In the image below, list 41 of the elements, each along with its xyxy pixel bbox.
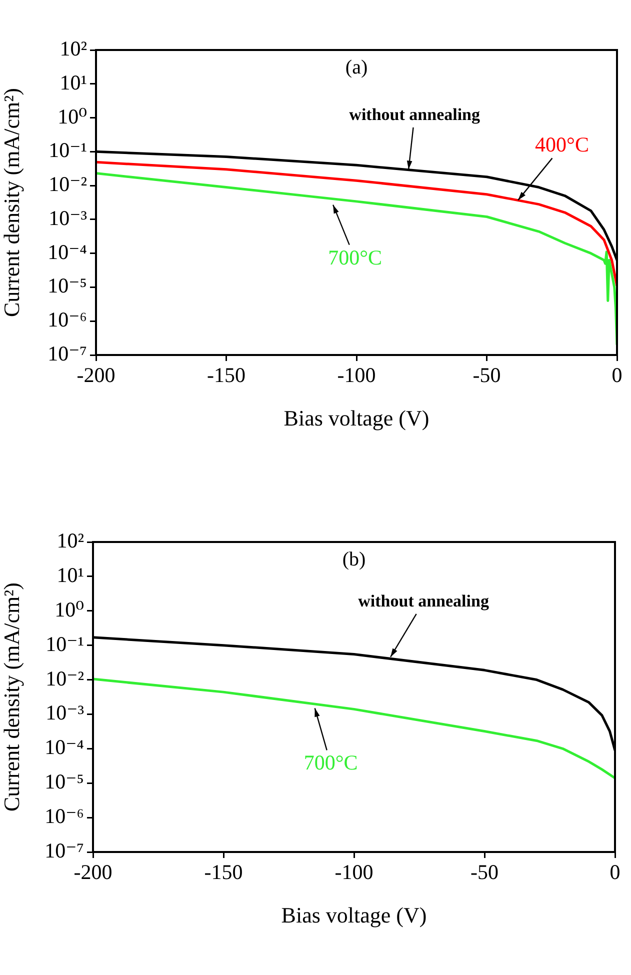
y-tick-label: 10⁻⁷ [48, 342, 87, 366]
y-tick-label: 10⁻² [46, 666, 84, 690]
y-tick-label: 10¹ [56, 562, 84, 587]
x-tick-label: -50 [472, 363, 501, 388]
y-tick-label: 10¹ [60, 70, 87, 94]
y-tick-label: 10⁻³ [46, 700, 84, 725]
y-tick-label: 10⁻¹ [46, 632, 84, 656]
x-axis-title: Bias voltage (V) [284, 406, 430, 431]
chart-title: (a) [345, 56, 368, 78]
x-tick-label: -200 [74, 860, 112, 884]
y-tick-label: 10⁻³ [48, 206, 87, 230]
chart-title: (b) [342, 548, 366, 570]
y-tick-label: 10⁻¹ [48, 138, 87, 162]
y-tick-label: 10² [56, 528, 84, 553]
y-tick-label: 10⁻⁶ [44, 804, 84, 828]
y-tick-label: 10⁻⁶ [48, 308, 87, 332]
x-tick-label: -150 [204, 860, 243, 884]
annotation: without annealing [349, 104, 481, 124]
y-tick-label: 10⁰ [58, 104, 87, 128]
x-tick-label: -50 [470, 860, 498, 884]
y-tick-label: 10⁻⁴ [48, 240, 87, 264]
y-axis-title: Current density (mA/cm²) [0, 88, 24, 317]
y-tick-label: 10⁰ [54, 597, 84, 622]
x-tick-label: -150 [207, 363, 246, 388]
annotation: 400°C [535, 132, 589, 157]
y-tick-label: 10⁻⁷ [44, 838, 84, 863]
y-tick-label: 10⁻⁵ [44, 770, 84, 794]
annotation: 700°C [328, 245, 382, 270]
annotation: without annealing [358, 591, 490, 610]
y-tick-label: 10² [60, 36, 87, 61]
annotation: 700°C [304, 750, 358, 775]
x-tick-label: 0 [612, 363, 622, 388]
x-axis-title: Bias voltage (V) [281, 902, 427, 928]
y-axis-title: Current density (mA/cm²) [0, 582, 24, 812]
x-tick-label: -100 [337, 363, 376, 388]
x-tick-label: -100 [334, 860, 374, 884]
y-tick-label: 10⁻² [48, 172, 87, 196]
x-tick-label: -200 [76, 363, 116, 388]
y-tick-label: 10⁻⁵ [48, 274, 87, 298]
y-tick-label: 10⁻⁴ [44, 735, 84, 760]
x-tick-label: 0 [610, 860, 620, 884]
